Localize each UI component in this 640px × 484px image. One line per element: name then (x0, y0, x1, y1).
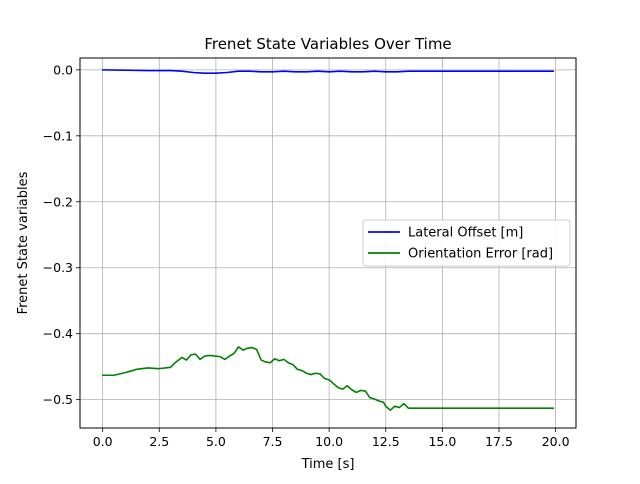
x-tick-label: 12.5 (372, 434, 400, 449)
y-tick-label: −0.4 (43, 326, 73, 341)
x-tick-label: 10.0 (315, 434, 343, 449)
legend-label-orientation-error: Orientation Error [rad] (408, 247, 553, 262)
y-tick-label: 0.0 (53, 62, 73, 77)
x-axis-label: Time [s] (301, 457, 355, 472)
x-tick-label: 5.0 (206, 434, 226, 449)
legend-label-lateral-offset: Lateral Offset [m] (408, 226, 523, 241)
legend-box (362, 219, 571, 267)
x-tick-label: 2.5 (149, 434, 169, 449)
y-tick-label: −0.2 (43, 194, 73, 209)
axis-ticks: 0.0 2.5 5.0 7.5 10.0 12.5 15.0 17.5 20.0 0.0 −0.1 −… (43, 62, 570, 449)
chart-title: Frenet State Variables Over Time (204, 35, 451, 53)
x-tick-label: 7.5 (263, 434, 283, 449)
y-axis-label: Frenet State variables (16, 171, 31, 314)
x-tick-label: 17.5 (485, 434, 513, 449)
plot-area-frame (79, 57, 577, 429)
lateral-offset-line (101, 69, 555, 74)
grid (80, 58, 576, 428)
y-tick-label: −0.5 (43, 392, 73, 407)
y-tick-label: −0.1 (43, 128, 73, 143)
orientation-error-line (101, 346, 555, 411)
series-lines (101, 69, 555, 411)
legend: Lateral Offset [m] Orientation Error [ra… (362, 219, 571, 267)
x-tick-label: 15.0 (428, 434, 456, 449)
x-tick-label: 0.0 (93, 434, 113, 449)
x-tick-label: 20.0 (542, 434, 570, 449)
y-tick-label: −0.3 (43, 260, 73, 275)
